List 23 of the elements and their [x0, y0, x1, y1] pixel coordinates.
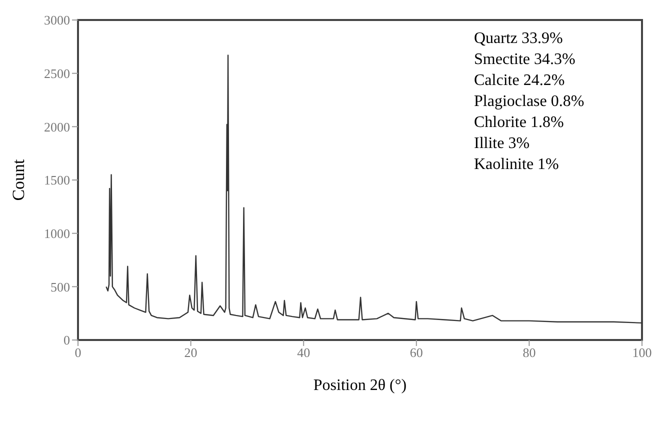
x-axis-title: Position 2θ (°)	[313, 377, 407, 394]
annotation: Smectite 34.3%	[474, 50, 576, 70]
y-tick-label: 0	[64, 332, 70, 348]
y-tick-label: 2000	[44, 119, 70, 134]
x-tick-label: 80	[522, 345, 536, 360]
annotation: Chlorite 1.8%	[474, 113, 565, 133]
x-tick-label: 100	[632, 345, 652, 360]
line-series	[106, 54, 642, 324]
annotation: Quartz 33.9%	[474, 29, 564, 49]
y-tick-label: 3000	[44, 12, 70, 28]
annotation: Kaolinite 1%	[474, 155, 560, 175]
annotation: Calcite 24.2%	[474, 71, 566, 91]
x-tick-label: 20	[184, 345, 198, 360]
y-tick-label: 2500	[44, 66, 70, 81]
y-tick-label: 1500	[44, 172, 70, 188]
x-tick-label: 60	[410, 345, 423, 360]
annotation: Illite 3%	[474, 134, 531, 154]
y-axis-title: Count	[9, 158, 28, 201]
x-tick-label: 0	[74, 345, 82, 360]
y-tick-label: 1000	[44, 226, 70, 241]
x-tick-label: 40	[297, 345, 310, 360]
y-tick-label: 500	[50, 279, 70, 294]
annotation: Plagioclase 0.8%	[474, 92, 584, 112]
